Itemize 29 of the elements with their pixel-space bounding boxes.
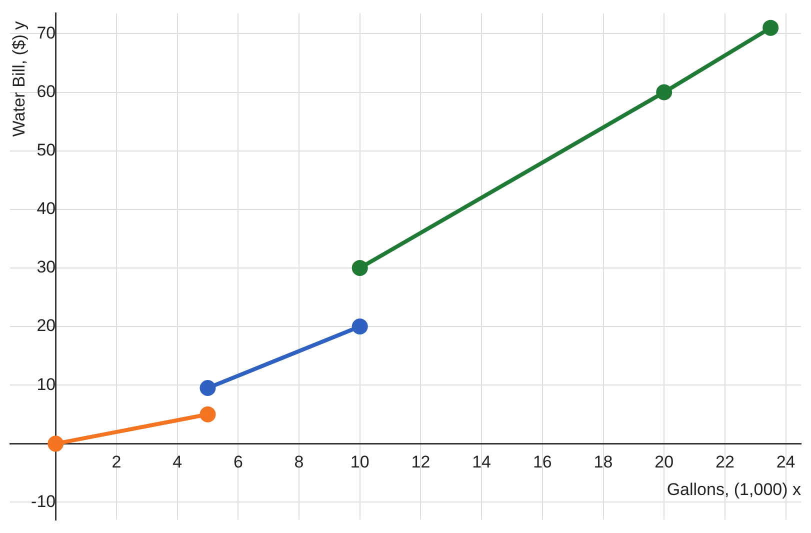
point	[352, 318, 368, 335]
x-tick-label: 4	[172, 452, 182, 472]
y-tick-label: 70	[36, 23, 56, 42]
x-tick-label: 12	[411, 452, 430, 472]
point	[352, 260, 368, 276]
x-axis-title: Gallons, (1,000) x	[666, 480, 802, 499]
point	[200, 406, 216, 422]
x-tick-label: 10	[350, 452, 370, 472]
x-tick-label: 6	[233, 452, 243, 472]
point	[48, 436, 64, 452]
x-tick-label: 18	[594, 452, 613, 472]
point	[656, 84, 672, 100]
y-tick-label: -10	[31, 492, 56, 511]
y-tick-label: 50	[36, 140, 56, 160]
point	[200, 380, 216, 396]
y-axis-title: Water Bill, ($) y	[10, 20, 29, 137]
x-tick-label: 16	[532, 452, 552, 472]
x-tick-label: 14	[472, 452, 492, 472]
x-tick-label: 2	[112, 452, 122, 472]
y-tick-label: 60	[36, 82, 56, 101]
x-tick-label: 20	[654, 452, 674, 472]
y-tick-label: 10	[36, 374, 56, 394]
x-tick-label: 24	[776, 452, 796, 472]
y-tick-label: 20	[36, 316, 56, 336]
x-tick-label: 8	[294, 452, 304, 472]
y-tick-label: 40	[36, 199, 56, 218]
x-tick-label: 22	[715, 452, 734, 472]
point	[762, 20, 779, 36]
y-tick-label: 30	[36, 258, 56, 277]
